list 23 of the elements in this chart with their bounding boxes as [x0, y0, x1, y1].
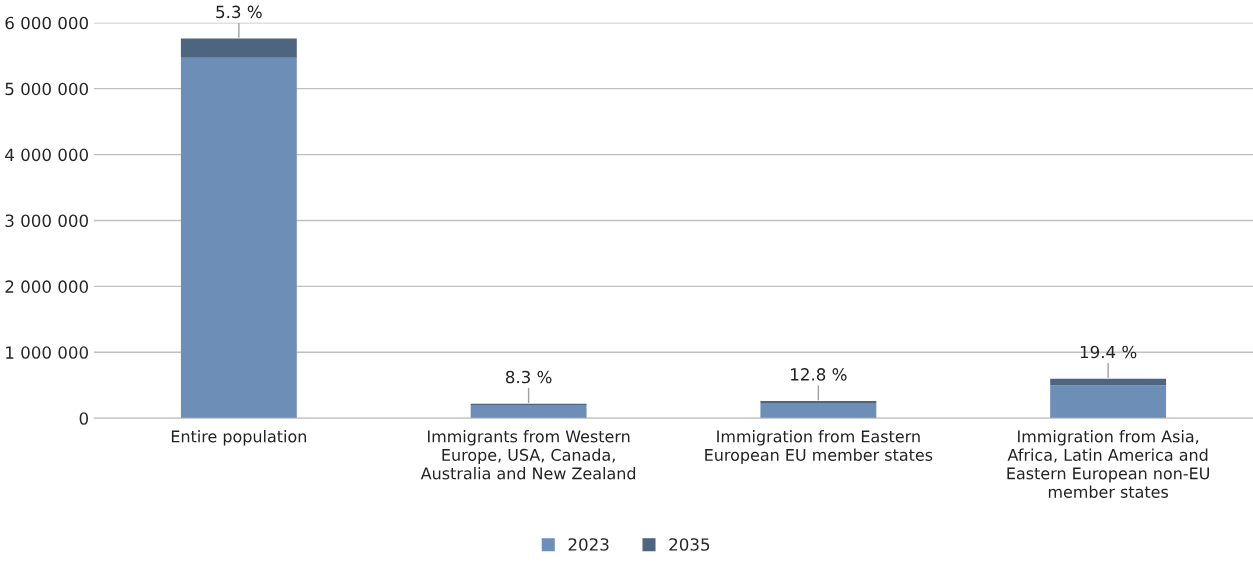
bar: [1050, 378, 1167, 386]
bar: [1050, 385, 1167, 419]
x-tick-label: Immigration from Eastern European EU member states: [705, 430, 933, 465]
y-tick-label: 1 000 000: [6, 346, 89, 359]
bar: [760, 403, 877, 419]
annotation: 12.8 %: [791, 368, 847, 381]
legend-label: 2023: [568, 538, 609, 551]
bar: [180, 57, 297, 419]
y-tick-label: 5 000 000: [5, 82, 89, 96]
x-tick-label: Immigrants from Western Europe, USA, Canada, Australia and New Zealand: [420, 430, 636, 480]
y-tick-label: 2 000 000: [5, 280, 89, 293]
y-tick-label: 0: [79, 412, 89, 425]
y-tick-label: 3 000 000: [5, 214, 89, 228]
y-tick-label: 4 000 000: [5, 148, 89, 162]
annotation: 8.3 %: [505, 370, 552, 384]
x-tick-label: Immigration from Asia, Africa, Latin America and Eastern European non-EU member states: [1007, 430, 1209, 498]
annotation: 5.3 %: [216, 5, 262, 19]
y-tick-label: 6 000 000: [5, 16, 89, 30]
annotation: 19.4 %: [1080, 345, 1137, 359]
bar: [470, 405, 587, 419]
legend-label: 2035: [669, 538, 710, 551]
x-tick-label: Entire population: [171, 430, 307, 446]
bar: [180, 38, 297, 58]
